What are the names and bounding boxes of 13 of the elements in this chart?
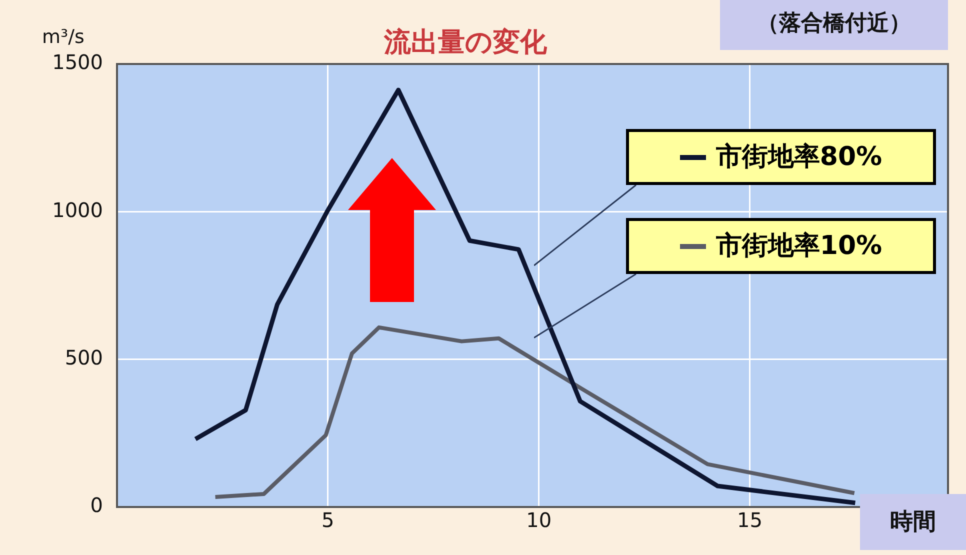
x-axis-title: 時間	[860, 494, 966, 550]
legend-label: 市街地率10%	[626, 218, 936, 274]
y-axis-title: m³/s	[42, 26, 84, 48]
x-tick-label: 15	[737, 508, 762, 532]
chart-subtitle: （落合橋付近）	[720, 0, 948, 50]
x-tick-label: 10	[526, 508, 552, 532]
chart-title: 流出量の変化	[384, 26, 547, 60]
y-tick-label: 0	[90, 493, 103, 518]
x-tick-label: 5	[322, 508, 334, 532]
y-tick-label: 500	[64, 346, 103, 370]
y-tick-label: 1000	[52, 198, 103, 222]
y-tick-label: 1500	[52, 50, 103, 74]
legend-label: 市街地率80%	[626, 129, 936, 185]
